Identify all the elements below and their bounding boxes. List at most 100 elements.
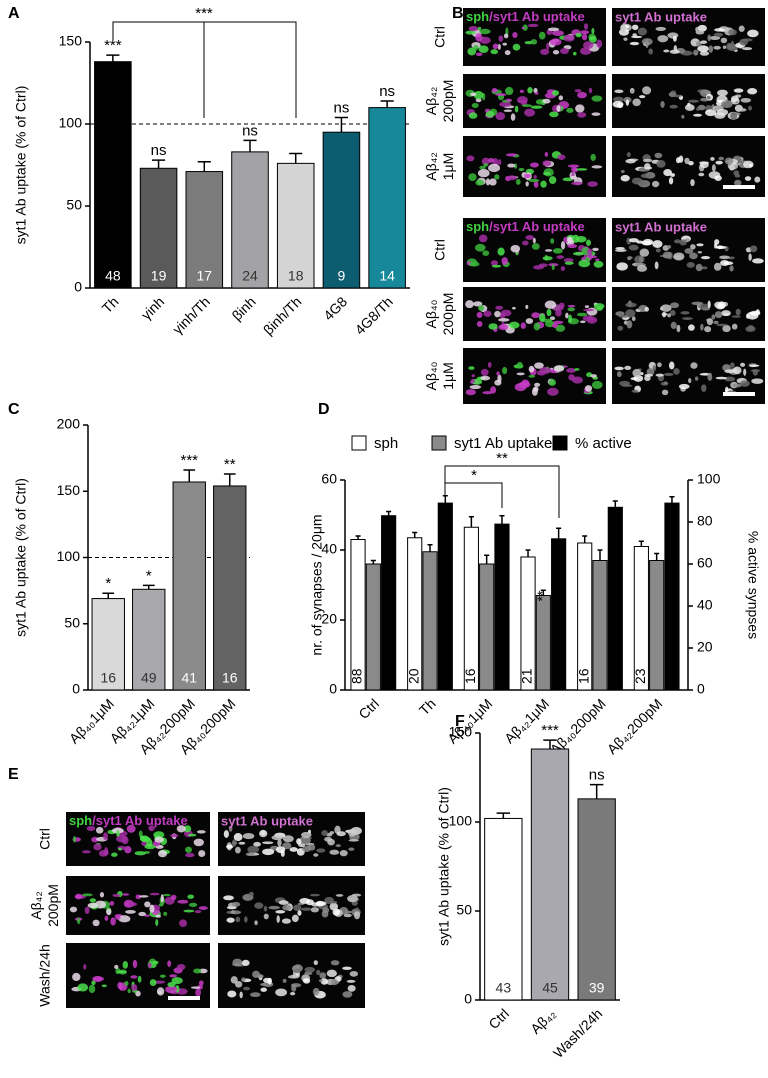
puncta [673,368,680,375]
puncta [126,824,136,833]
significance-label: *** [180,452,198,469]
puncta [479,165,486,170]
puncta [668,361,675,370]
puncta [342,991,353,998]
puncta [483,163,489,167]
bar [368,107,406,289]
micrograph [463,74,606,128]
n-label: 16 [462,668,478,684]
puncta [69,906,78,913]
puncta [528,365,535,373]
puncta [587,248,593,257]
puncta [542,256,553,261]
puncta [573,51,577,56]
row-label: Ctrl [432,26,448,48]
puncta [253,841,261,847]
puncta [475,52,483,56]
significance-bracket [444,482,503,508]
y-tick-label: 0 [74,279,82,295]
puncta [636,181,648,186]
row-label: Aβ₄₂ [423,87,439,116]
y-tick-label: 20 [321,611,337,627]
puncta [281,918,291,924]
error-bar [370,559,376,564]
puncta [504,50,511,56]
puncta [620,169,625,174]
puncta [309,893,320,897]
bar [172,481,206,691]
puncta [567,164,580,168]
puncta [672,35,677,42]
puncta [660,304,672,312]
puncta [542,160,552,167]
puncta [473,91,484,100]
legend-label: sph [374,435,398,452]
puncta [720,37,728,44]
puncta [241,959,250,967]
puncta [713,45,721,50]
puncta [580,47,592,55]
puncta [226,917,235,923]
puncta [503,109,513,112]
puncta [749,163,753,168]
puncta [734,174,741,178]
n-label: 19 [151,268,167,284]
puncta [512,32,518,38]
puncta [729,265,734,272]
puncta [291,914,299,923]
puncta [667,313,671,318]
header-part: sph [466,9,489,24]
puncta [134,851,147,856]
puncta [627,257,632,261]
error-bar [484,554,490,564]
puncta [656,159,666,168]
bar [322,131,361,289]
puncta [614,366,624,371]
puncta [498,318,510,322]
puncta [287,975,299,979]
puncta [245,852,255,857]
puncta [572,376,583,384]
puncta [155,919,159,926]
puncta [293,968,301,974]
n-label: 41 [181,670,197,686]
puncta [533,175,537,179]
puncta [316,848,326,853]
puncta [167,981,176,988]
y-tick-label: 200 [57,416,81,432]
puncta [738,108,747,112]
puncta [739,380,750,387]
row-label: 1μM [440,153,456,181]
x-tick-label: 4G8 [320,293,350,323]
panel-letter: D [318,401,330,418]
puncta [631,24,639,31]
puncta [466,155,475,162]
puncta [316,969,321,976]
puncta [697,24,707,32]
y-axis-label: nr. of synapses / 20μm [309,514,325,655]
puncta [688,377,692,384]
puncta [724,157,734,165]
row-label: 200pM [440,293,456,336]
puncta [501,257,508,265]
puncta [527,87,533,94]
significance-label: ns [334,99,350,116]
y2-tick-label: 20 [697,639,713,655]
puncta [235,916,241,923]
puncta [662,311,667,318]
puncta [639,248,650,257]
puncta [344,910,353,914]
bar [535,595,551,691]
puncta [648,48,653,55]
puncta [660,381,669,386]
puncta [533,322,541,331]
puncta [563,34,575,42]
puncta [154,836,164,843]
puncta [615,311,625,317]
puncta [686,262,695,268]
puncta [522,240,529,246]
puncta [247,845,260,854]
puncta [296,838,302,845]
puncta [125,909,136,914]
n-label: 16 [222,670,238,686]
